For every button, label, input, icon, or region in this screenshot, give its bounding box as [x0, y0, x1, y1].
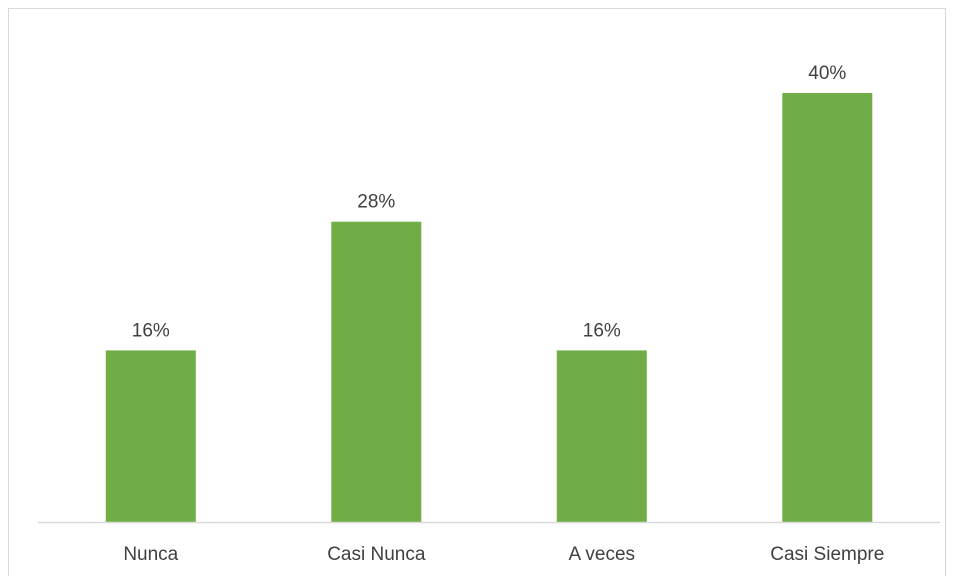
data-labels-group: 16% 28% 16% 40%: [132, 63, 847, 341]
x-tick-label-casi-nunca: Casi Nunca: [327, 544, 426, 565]
data-label-casi-nunca: 28%: [357, 192, 395, 213]
bar-casi-nunca: [331, 221, 422, 522]
bar-nunca: [105, 350, 196, 522]
data-label-a-veces: 16%: [583, 320, 621, 341]
bars-group: [105, 93, 873, 522]
data-label-nunca: 16%: [132, 320, 170, 341]
x-tick-label-casi-siempre: Casi Siempre: [770, 544, 884, 565]
x-tick-labels-group: Nunca Casi Nunca A veces Casi Siempre: [123, 544, 884, 565]
bar-a-veces: [556, 350, 647, 522]
x-tick-label-a-veces: A veces: [569, 544, 636, 565]
data-label-casi-siempre: 40%: [808, 63, 846, 84]
x-tick-label-nunca: Nunca: [123, 544, 178, 565]
bar-casi-siempre: [782, 93, 873, 522]
